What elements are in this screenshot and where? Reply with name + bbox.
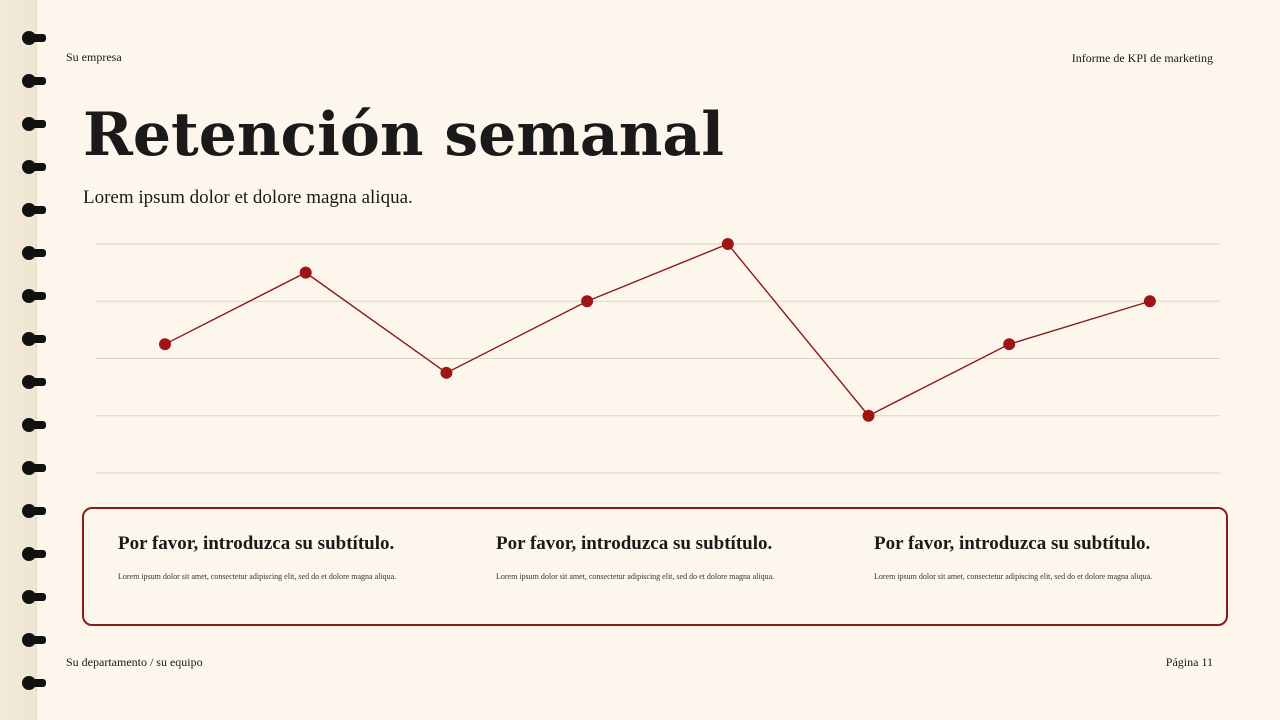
card-heading: Por favor, introduzca su subtítulo.: [496, 533, 773, 554]
binding-ring: [22, 418, 46, 432]
binding-ring: [22, 332, 46, 346]
card-heading: Por favor, introduzca su subtítulo.: [874, 533, 1151, 554]
binding-ring: [22, 504, 46, 518]
page-number: Página 11: [1165, 655, 1213, 669]
card-3: Por favor, introduzca su subtítulo. Lore…: [874, 533, 1234, 581]
binding-ring: [22, 31, 46, 45]
page-subtitle: Lorem ipsum dolor et dolore magna aliqua…: [83, 187, 413, 208]
company-name: Su empresa: [66, 50, 122, 64]
series-line: [164, 243, 1151, 417]
data-point-7: [1003, 338, 1016, 351]
page-title: Retención semanal: [83, 100, 725, 170]
data-point-2: [299, 266, 312, 279]
card-body: Lorem ipsum dolor sit amet, consectetur …: [118, 572, 397, 581]
notebook-margin: [0, 0, 37, 720]
card-body: Lorem ipsum dolor sit amet, consectetur …: [874, 572, 1153, 581]
card-1: Por favor, introduzca su subtítulo. Lore…: [118, 533, 478, 581]
binding-ring: [22, 547, 46, 561]
data-point-5: [721, 238, 734, 250]
binding-ring: [22, 74, 46, 88]
binding-ring: [22, 203, 46, 217]
data-point-6: [862, 409, 875, 422]
data-point-8: [1143, 295, 1156, 308]
data-point-1: [159, 338, 171, 351]
binding-ring: [22, 676, 46, 690]
binding-ring: [22, 461, 46, 475]
binding-ring: [22, 633, 46, 647]
binding-ring: [22, 117, 46, 131]
data-point-3: [440, 366, 453, 379]
binding-ring: [22, 289, 46, 303]
binding-ring: [22, 590, 46, 604]
binding-ring: [22, 160, 46, 174]
binding-ring: [22, 375, 46, 389]
card-body: Lorem ipsum dolor sit amet, consectetur …: [496, 572, 775, 581]
subtitle-cards-panel: Por favor, introduzca su subtítulo. Lore…: [82, 507, 1228, 626]
card-heading: Por favor, introduzca su subtítulo.: [118, 533, 395, 554]
data-point-4: [581, 295, 594, 308]
binding-ring: [22, 246, 46, 260]
report-name: Informe de KPI de marketing: [1071, 51, 1213, 65]
department-label: Su departamento / su equipo: [66, 655, 203, 669]
card-2: Por favor, introduzca su subtítulo. Lore…: [496, 533, 856, 581]
